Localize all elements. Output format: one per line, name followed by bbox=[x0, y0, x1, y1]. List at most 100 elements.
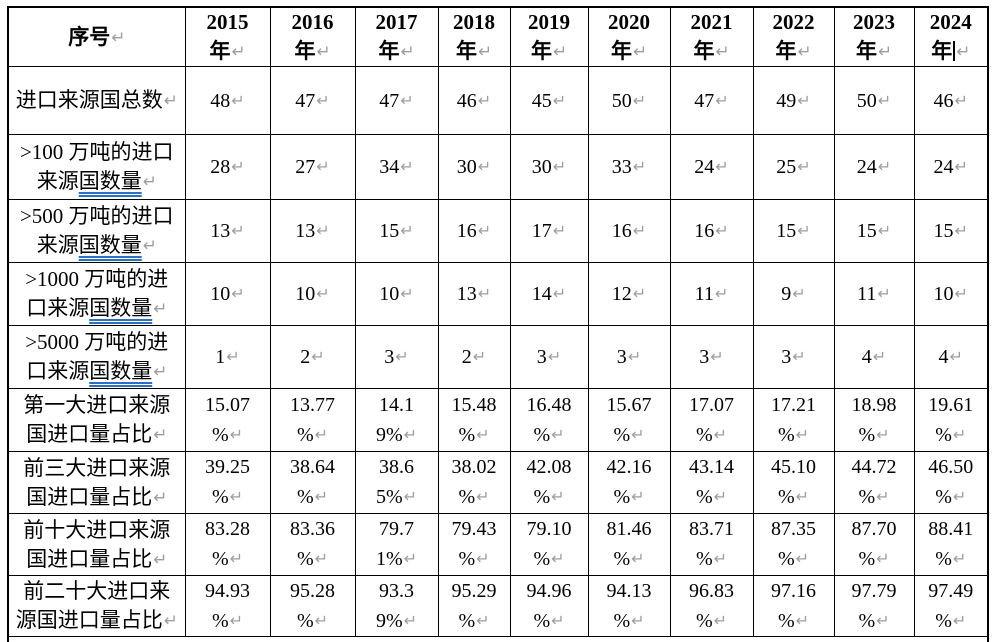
value-cell[interactable]: 50↵ bbox=[587, 66, 671, 135]
value-cell[interactable]: 24↵ bbox=[833, 134, 915, 200]
value-cell[interactable]: 9↵ bbox=[752, 262, 835, 326]
value-cell[interactable]: 97.16 %↵ bbox=[752, 575, 835, 637]
value-cell[interactable]: 94.96 %↵ bbox=[509, 575, 589, 637]
value-cell[interactable]: 3↵ bbox=[587, 325, 671, 389]
value-cell[interactable]: 13↵ bbox=[437, 262, 511, 326]
value-cell[interactable]: 16↵ bbox=[669, 199, 754, 263]
header-cell-year-2019[interactable]: 2019 年↵ bbox=[509, 6, 589, 67]
value-cell[interactable]: 10↵ bbox=[354, 262, 439, 326]
value-cell[interactable]: 10↵ bbox=[184, 262, 271, 326]
value-cell[interactable]: 83.36 %↵ bbox=[269, 513, 356, 576]
value-cell[interactable]: 3↵ bbox=[509, 325, 589, 389]
header-cell-sequence[interactable]: 序号↵ bbox=[7, 6, 186, 67]
value-cell[interactable]: 1↵ bbox=[184, 325, 271, 389]
value-cell[interactable]: 97.79 %↵ bbox=[833, 575, 915, 637]
header-cell-year-2020[interactable]: 2020 年↵ bbox=[587, 6, 671, 67]
row-label-cell[interactable]: >1000 万吨的进 口来源国数量↵ bbox=[7, 262, 186, 326]
value-cell[interactable]: 3↵ bbox=[669, 325, 754, 389]
value-cell[interactable]: 45↵ bbox=[509, 66, 589, 135]
value-cell[interactable]: 28↵ bbox=[184, 134, 271, 200]
value-cell[interactable]: 3↵ bbox=[354, 325, 439, 389]
value-cell[interactable]: 24↵ bbox=[669, 134, 754, 200]
value-cell[interactable]: 79.7 1%↵ bbox=[354, 513, 439, 576]
row-label-cell[interactable]: 前二十大进口来 源国进口量占比↵ bbox=[7, 575, 186, 637]
value-cell[interactable]: 48↵ bbox=[184, 66, 271, 135]
value-cell[interactable]: 95.29 %↵ bbox=[437, 575, 511, 637]
value-cell[interactable]: 15↵ bbox=[833, 199, 915, 263]
value-cell[interactable]: 42.16 %↵ bbox=[587, 451, 671, 514]
value-cell[interactable]: 19.61 %↵ bbox=[913, 388, 989, 452]
value-cell[interactable]: 12↵ bbox=[587, 262, 671, 326]
value-cell[interactable]: 39.25 %↵ bbox=[184, 451, 271, 514]
value-cell[interactable]: 18.98 %↵ bbox=[833, 388, 915, 452]
value-cell[interactable]: 95.28 %↵ bbox=[269, 575, 356, 637]
header-cell-year-2016[interactable]: 2016 年↵ bbox=[269, 6, 356, 67]
value-cell[interactable]: 4↵ bbox=[833, 325, 915, 389]
value-cell[interactable]: 96.83 %↵ bbox=[669, 575, 754, 637]
value-cell[interactable]: 13.77 %↵ bbox=[269, 388, 356, 452]
value-cell[interactable]: 4↵ bbox=[913, 325, 989, 389]
value-cell[interactable]: 11↵ bbox=[833, 262, 915, 326]
value-cell[interactable]: 50↵ bbox=[833, 66, 915, 135]
header-cell-year-2022[interactable]: 2022 年↵ bbox=[752, 6, 835, 67]
value-cell[interactable]: 30↵ bbox=[509, 134, 589, 200]
value-cell[interactable]: 83.71 %↵ bbox=[669, 513, 754, 576]
value-cell[interactable]: 15.67 %↵ bbox=[587, 388, 671, 452]
value-cell[interactable]: 15↵ bbox=[913, 199, 989, 263]
value-cell[interactable]: 45.10 %↵ bbox=[752, 451, 835, 514]
row-label-cell[interactable]: 第一大进口来源 国进口量占比↵ bbox=[7, 388, 186, 452]
value-cell[interactable]: 94.13 %↵ bbox=[587, 575, 671, 637]
value-cell[interactable]: 79.10 %↵ bbox=[509, 513, 589, 576]
value-cell[interactable]: 2↵ bbox=[269, 325, 356, 389]
value-cell[interactable]: 17↵ bbox=[509, 199, 589, 263]
value-cell[interactable]: 2↵ bbox=[437, 325, 511, 389]
row-label-cell[interactable]: >500 万吨的进口 来源国数量↵ bbox=[7, 199, 186, 263]
value-cell[interactable]: 16.48 %↵ bbox=[509, 388, 589, 452]
value-cell[interactable]: 3↵ bbox=[752, 325, 835, 389]
value-cell[interactable]: 15↵ bbox=[752, 199, 835, 263]
value-cell[interactable]: 93.3 9%↵ bbox=[354, 575, 439, 637]
row-label-cell[interactable]: >100 万吨的进口 来源国数量↵ bbox=[7, 134, 186, 200]
value-cell[interactable]: 87.35 %↵ bbox=[752, 513, 835, 576]
value-cell[interactable]: 13↵ bbox=[184, 199, 271, 263]
value-cell[interactable]: 44.72 %↵ bbox=[833, 451, 915, 514]
value-cell[interactable]: 14↵ bbox=[509, 262, 589, 326]
value-cell[interactable]: 47↵ bbox=[669, 66, 754, 135]
value-cell[interactable]: 34↵ bbox=[354, 134, 439, 200]
header-cell-year-2024[interactable]: 2024 年 ↵ bbox=[913, 6, 989, 67]
value-cell[interactable]: 24↵ bbox=[913, 134, 989, 200]
partial-bottom-cell[interactable] bbox=[7, 636, 989, 642]
value-cell[interactable]: 46↵ bbox=[913, 66, 989, 135]
value-cell[interactable]: 25↵ bbox=[752, 134, 835, 200]
value-cell[interactable]: 13↵ bbox=[269, 199, 356, 263]
value-cell[interactable]: 16↵ bbox=[587, 199, 671, 263]
value-cell[interactable]: 97.49 %↵ bbox=[913, 575, 989, 637]
value-cell[interactable]: 81.46 %↵ bbox=[587, 513, 671, 576]
value-cell[interactable]: 88.41 %↵ bbox=[913, 513, 989, 576]
value-cell[interactable]: 33↵ bbox=[587, 134, 671, 200]
value-cell[interactable]: 30↵ bbox=[437, 134, 511, 200]
value-cell[interactable]: 46↵ bbox=[437, 66, 511, 135]
row-label-cell[interactable]: 前三大进口来源 国进口量占比↵ bbox=[7, 451, 186, 514]
value-cell[interactable]: 38.02 %↵ bbox=[437, 451, 511, 514]
value-cell[interactable]: 16↵ bbox=[437, 199, 511, 263]
header-cell-year-2017[interactable]: 2017 年↵ bbox=[354, 6, 439, 67]
row-label-cell[interactable]: 进口来源国总数↵ bbox=[7, 66, 186, 135]
value-cell[interactable]: 27↵ bbox=[269, 134, 356, 200]
value-cell[interactable]: 38.6 5%↵ bbox=[354, 451, 439, 514]
header-cell-year-2023[interactable]: 2023 年↵ bbox=[833, 6, 915, 67]
value-cell[interactable]: 46.50 %↵ bbox=[913, 451, 989, 514]
row-label-cell[interactable]: 前十大进口来源 国进口量占比↵ bbox=[7, 513, 186, 576]
value-cell[interactable]: 47↵ bbox=[269, 66, 356, 135]
value-cell[interactable]: 94.93 %↵ bbox=[184, 575, 271, 637]
value-cell[interactable]: 42.08 %↵ bbox=[509, 451, 589, 514]
value-cell[interactable]: 17.07 %↵ bbox=[669, 388, 754, 452]
header-cell-year-2021[interactable]: 2021 年↵ bbox=[669, 6, 754, 67]
value-cell[interactable]: 15.07 %↵ bbox=[184, 388, 271, 452]
value-cell[interactable]: 15↵ bbox=[354, 199, 439, 263]
value-cell[interactable]: 15.48 %↵ bbox=[437, 388, 511, 452]
value-cell[interactable]: 43.14 %↵ bbox=[669, 451, 754, 514]
value-cell[interactable]: 11↵ bbox=[669, 262, 754, 326]
value-cell[interactable]: 10↵ bbox=[913, 262, 989, 326]
value-cell[interactable]: 38.64 %↵ bbox=[269, 451, 356, 514]
